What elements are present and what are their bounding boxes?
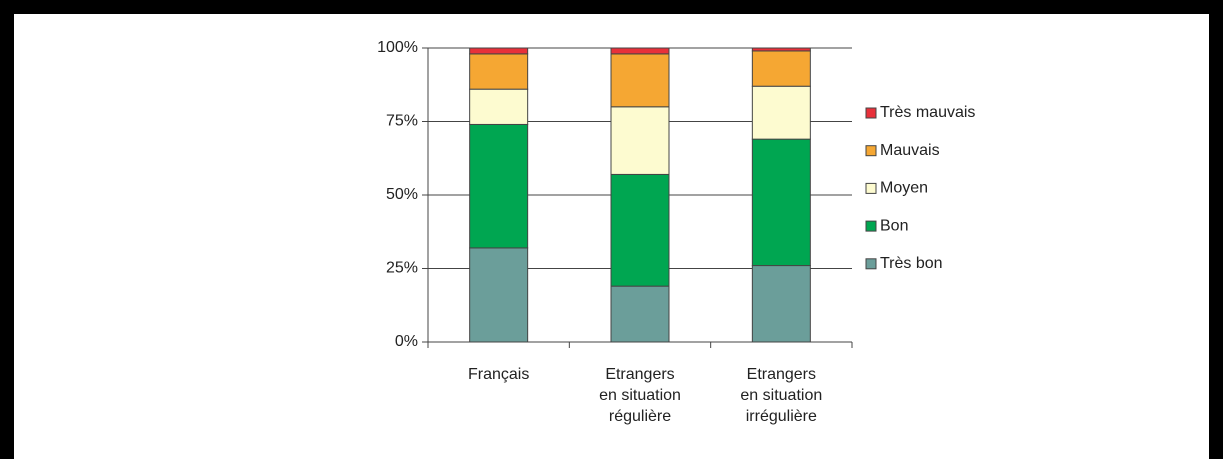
y-tick-label: 50% xyxy=(386,186,418,203)
legend-label: Bon xyxy=(880,217,908,234)
frame-right xyxy=(1209,0,1223,459)
y-tick-label: 100% xyxy=(377,39,418,56)
bar-segment xyxy=(610,106,670,175)
bar-segment xyxy=(469,53,529,90)
legend-label: Moyen xyxy=(880,180,928,197)
x-tick-label: Etrangers en situation irrégulière xyxy=(740,366,823,425)
y-tick-label: 25% xyxy=(386,260,418,277)
bar-segment xyxy=(610,47,670,55)
x-tick-label: Etrangers en situation régulière xyxy=(599,366,681,425)
legend-swatch xyxy=(865,220,877,232)
bar-segment xyxy=(751,85,811,140)
bar-segment xyxy=(469,247,529,343)
legend-label: Très mauvais xyxy=(880,104,975,121)
bar-segment xyxy=(610,285,670,343)
frame-top xyxy=(0,0,1223,14)
legend-swatch xyxy=(865,182,877,194)
y-tick-label: 75% xyxy=(386,113,418,130)
bar-segment xyxy=(469,88,529,125)
legend-swatch xyxy=(865,107,877,119)
legend-label: Mauvais xyxy=(880,142,940,159)
bar-segment xyxy=(469,123,529,249)
bar-segment xyxy=(469,47,529,55)
frame-left xyxy=(0,0,14,459)
bar-segment xyxy=(751,47,811,52)
bar-segment xyxy=(751,138,811,267)
bar-segment xyxy=(610,173,670,287)
x-tick-label: Français xyxy=(467,366,530,383)
legend-swatch xyxy=(865,258,877,270)
legend-swatch xyxy=(865,145,877,157)
legend-label: Très bon xyxy=(880,255,943,272)
bar-segment xyxy=(751,265,811,343)
bar-segment xyxy=(751,50,811,87)
y-tick-label: 0% xyxy=(395,333,418,350)
bar-segment xyxy=(610,53,670,108)
